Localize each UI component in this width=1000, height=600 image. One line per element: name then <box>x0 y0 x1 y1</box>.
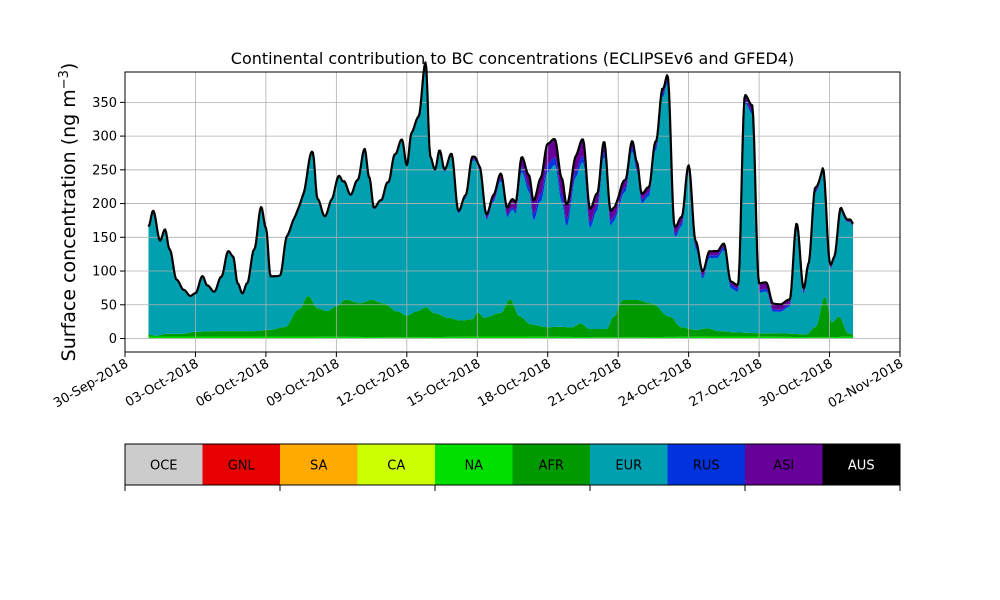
y-tick-label: 250 <box>92 163 117 178</box>
legend-label-rus: RUS <box>693 459 720 474</box>
y-axis-label-exponent: −3 <box>57 70 72 89</box>
x-tick-label: 03-Oct-2018 <box>123 356 201 410</box>
x-axis: 30-Sep-201803-Oct-201806-Oct-201809-Oct-… <box>51 352 906 411</box>
x-tick-label: 02-Nov-2018 <box>826 356 906 411</box>
y-axis-label-main: Surface concentration (ng m <box>58 89 80 361</box>
legend-swatch-rus <box>667 444 745 485</box>
legend-swatch-ca <box>357 444 435 485</box>
y-tick-label: 200 <box>92 197 117 212</box>
x-tick-label: 24-Oct-2018 <box>616 356 694 410</box>
legend-frame <box>124 443 901 486</box>
y-tick-label: 0 <box>109 332 117 347</box>
legend-swatch-gnl <box>202 444 280 485</box>
x-tick-label: 12-Oct-2018 <box>334 356 412 410</box>
y-tick-label: 350 <box>92 96 117 111</box>
x-tick-label: 18-Oct-2018 <box>475 356 553 410</box>
plot-area <box>124 61 901 353</box>
legend-label-ca: CA <box>387 459 405 474</box>
legend-label-oce: OCE <box>150 459 178 474</box>
legend-swatch-oce <box>125 444 203 485</box>
y-tick-label: 150 <box>92 231 117 246</box>
y-tick-label: 300 <box>92 130 117 145</box>
legend-label-eur: EUR <box>615 459 642 474</box>
legend-swatch-asi <box>745 444 823 485</box>
legend-swatch-sa <box>280 444 358 485</box>
x-tick-label: 09-Oct-2018 <box>264 356 342 410</box>
total-concentration-line <box>147 61 854 306</box>
legend-label-afr: AFR <box>539 459 564 474</box>
area-series-group <box>148 62 854 339</box>
legend-swatch-afr <box>512 444 590 485</box>
area-eur <box>148 64 854 336</box>
legend-label-sa: SA <box>310 459 327 474</box>
legend-label-gnl: GNL <box>228 459 256 474</box>
x-tick-label: 21-Oct-2018 <box>546 356 624 410</box>
legend-label-asi: ASI <box>773 459 794 474</box>
x-tick-label: 30-Oct-2018 <box>757 356 835 410</box>
legend-swatch-na <box>435 444 513 485</box>
area-na <box>148 336 854 339</box>
y-tick-label: 100 <box>92 265 117 280</box>
area-afr <box>148 296 854 338</box>
legend-label-aus: AUS <box>848 459 875 474</box>
x-tick-label: 30-Sep-2018 <box>51 356 131 411</box>
legend-colorbar: OCE GNL SA CA NA AFR EUR RUS ASI AUS <box>124 443 901 491</box>
x-tick-label: 06-Oct-2018 <box>194 356 272 410</box>
y-axis-label-close: ) <box>58 63 80 70</box>
y-tick-label: 50 <box>100 298 117 313</box>
x-tick-label: 15-Oct-2018 <box>405 356 483 410</box>
x-tick-label: 27-Oct-2018 <box>687 356 765 410</box>
plot-frame <box>124 71 901 353</box>
y-axis-label: Surface concentration (ng m−3) <box>57 63 80 362</box>
legend-swatch-aus <box>822 444 900 485</box>
legend-label-na: NA <box>464 459 483 474</box>
legend-swatch-eur <box>590 444 668 485</box>
y-axis: 0 50 100 150 200 250 300 350 <box>92 96 125 347</box>
chart-title: Continental contribution to BC concentra… <box>231 49 794 68</box>
